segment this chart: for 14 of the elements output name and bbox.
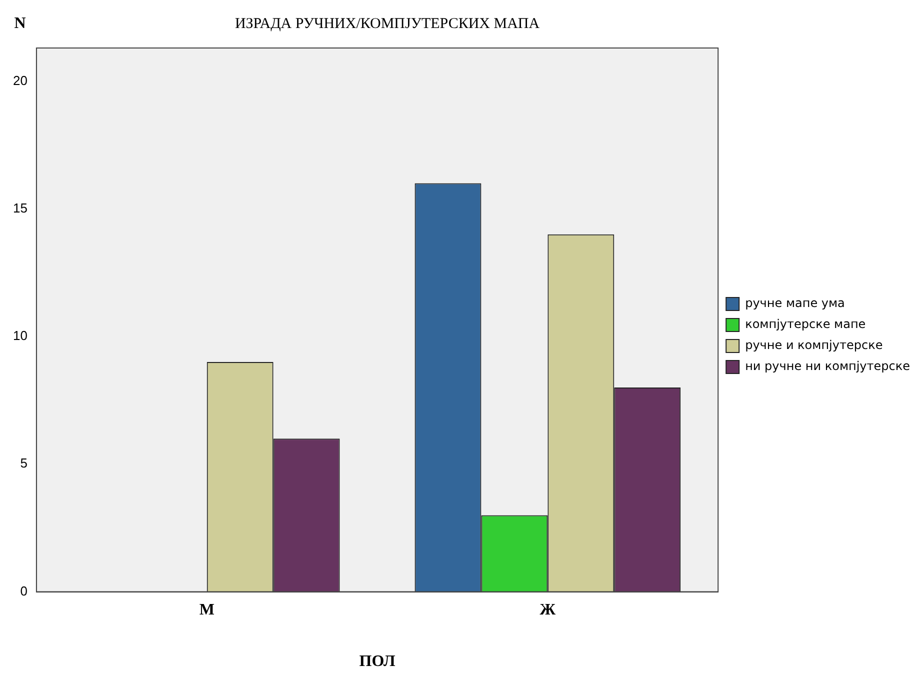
y-tick-label: 20 [12, 72, 28, 88]
y-tick-label: 10 [12, 328, 28, 344]
y-axis-title: N [14, 15, 26, 32]
legend-label: ручне и компјутерске [745, 338, 883, 352]
y-tick-label: 5 [20, 456, 28, 471]
x-axis-title: ПОЛ [359, 653, 396, 670]
chart-title: ИЗРАДА РУЧНИХ/КОМПЈУТЕРСКИХ МАПА [234, 16, 540, 32]
legend-label: компјутерске мапе [745, 317, 866, 332]
legend-label: ручне мапе ума [745, 296, 845, 310]
y-tick-label: 0 [20, 583, 28, 598]
x-tick-label: М [199, 602, 214, 619]
x-tick-label: Ж [540, 602, 556, 619]
y-tick-label: 15 [12, 200, 28, 216]
legend-label: ни ручне ни компјутерске [745, 359, 910, 374]
